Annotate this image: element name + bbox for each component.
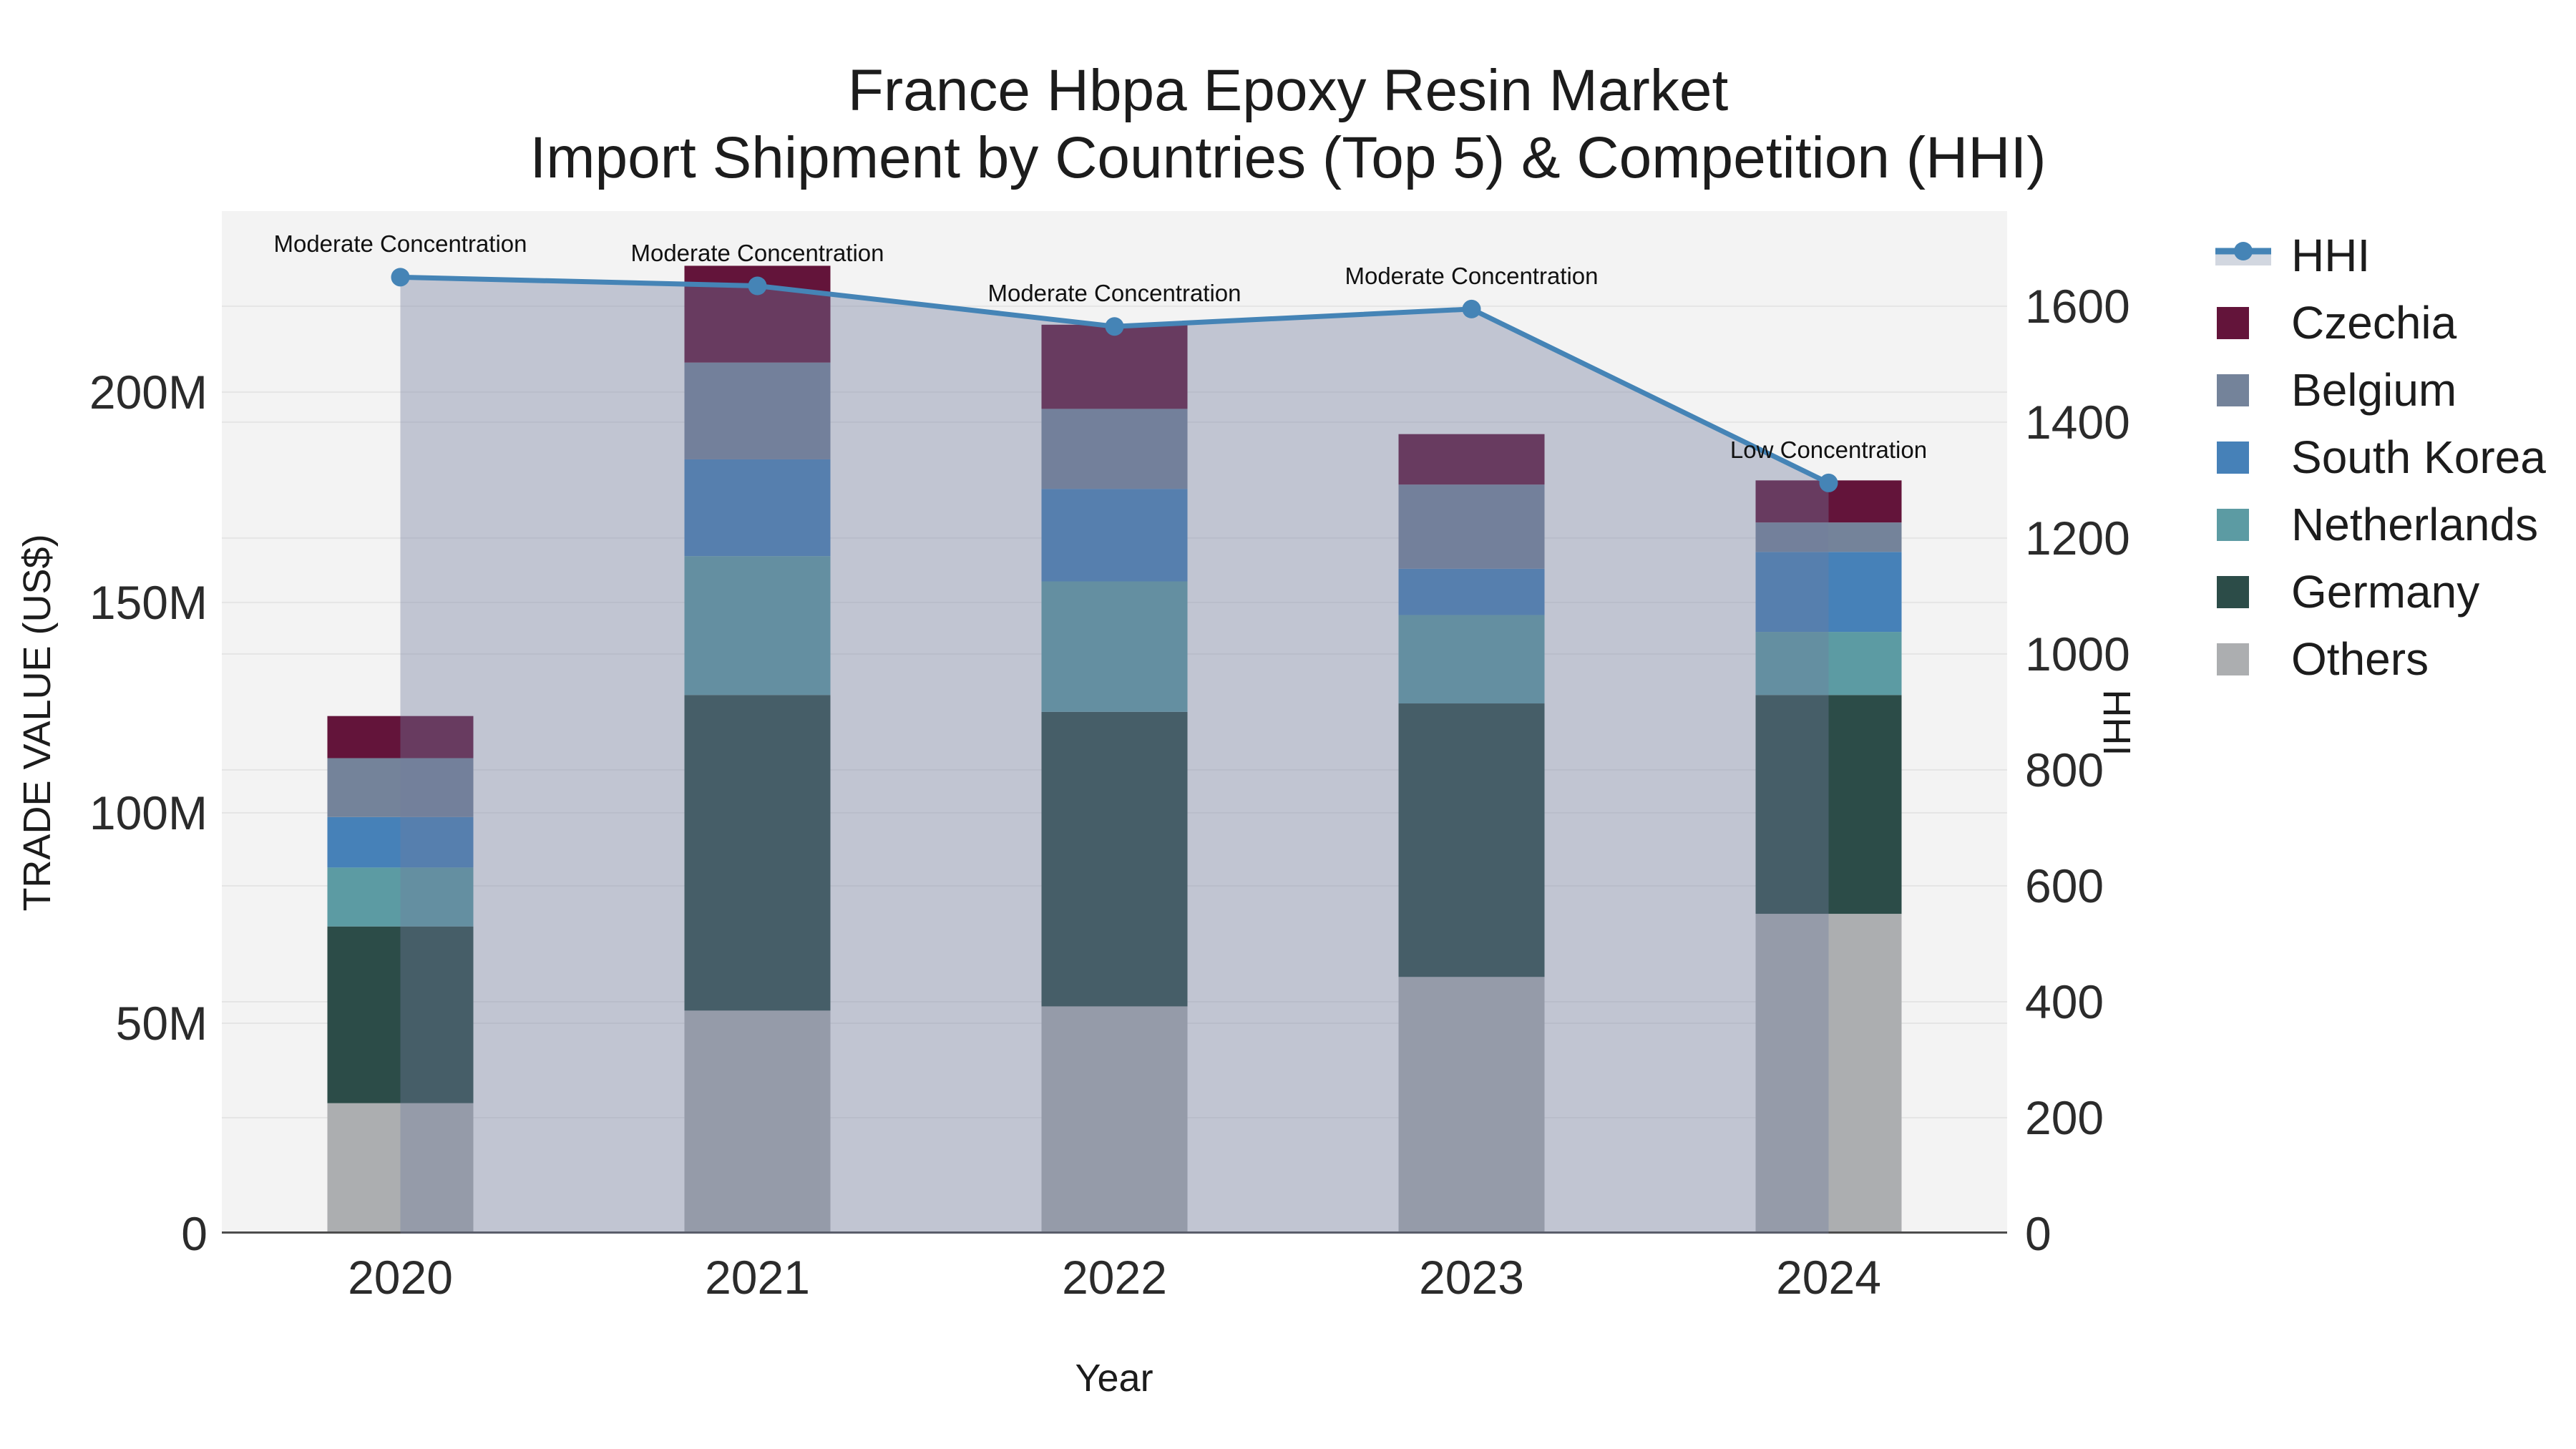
bar-segment-belgium-2022[interactable]	[1041, 409, 1188, 489]
bar-segment-belgium-2020[interactable]	[327, 758, 474, 817]
chart-canvas	[222, 265, 2007, 1234]
bar-segment-czechia-2022[interactable]	[1041, 324, 1188, 409]
y-left-tick-200M: 200M	[89, 365, 208, 419]
legend: HHI Czechia Belgium South Korea Netherlands G…	[2215, 222, 2546, 693]
bar-segment-others-2022[interactable]	[1041, 1006, 1188, 1234]
bar-segment-czechia-2020[interactable]	[327, 716, 474, 758]
hhi-marker-2020[interactable]	[391, 268, 410, 287]
hhi-marker-2024[interactable]	[1819, 473, 1838, 492]
annotation-2020: Moderate Concentration	[273, 230, 527, 258]
bar-segment-belgium-2024[interactable]	[1755, 522, 1902, 552]
legend-swatch-icon	[2217, 441, 2249, 474]
legend-swatch-icon	[2215, 572, 2271, 612]
bar-segment-south-korea-2024[interactable]	[1755, 552, 1902, 633]
bar-segment-netherlands-2020[interactable]	[327, 867, 474, 927]
y-left-tick-100M: 100M	[89, 786, 208, 839]
bar-segment-germany-2023[interactable]	[1398, 703, 1545, 977]
annotation-2024: Low Concentration	[1729, 436, 1928, 463]
y-right-tick-1400: 1400	[2025, 395, 2130, 449]
bar-segment-others-2021[interactable]	[684, 1010, 831, 1234]
y-right-tick-800: 800	[2025, 743, 2104, 796]
bar-segment-belgium-2023[interactable]	[1398, 484, 1545, 569]
y-right-tick-400: 400	[2025, 975, 2104, 1028]
y-right-tick-1200: 1200	[2025, 511, 2130, 565]
x-tick-2023: 2023	[1419, 1251, 1524, 1304]
legend-item-others[interactable]: Others	[2215, 625, 2546, 693]
annotation-2023: Moderate Concentration	[1345, 262, 1599, 289]
y-right-tick-600: 600	[2025, 859, 2104, 912]
legend-item-belgium[interactable]: Belgium	[2215, 356, 2546, 424]
hhi-line-legend-icon	[2215, 235, 2271, 275]
legend-label: Germany	[2291, 566, 2480, 618]
legend-item-netherlands[interactable]: Netherlands	[2215, 491, 2546, 558]
legend-swatch-icon	[2215, 303, 2271, 343]
x-tick-2020: 2020	[348, 1251, 453, 1304]
y-right-tick-200: 200	[2025, 1091, 2104, 1144]
bar-segment-netherlands-2022[interactable]	[1041, 581, 1188, 712]
chart-title-line2: Import Shipment by Countries (Top 5) & C…	[530, 125, 2046, 190]
legend-label: Czechia	[2291, 297, 2457, 348]
legend-label: Belgium	[2291, 364, 2457, 416]
y-left-tick-0: 0	[181, 1207, 208, 1260]
legend-item-czechia[interactable]: Czechia	[2215, 289, 2546, 356]
legend-swatch-icon	[2215, 437, 2271, 477]
legend-swatch-icon	[2215, 639, 2271, 679]
hhi-marker-2021[interactable]	[748, 276, 767, 296]
plot-area	[222, 211, 2007, 1234]
legend-item-germany[interactable]: Germany	[2215, 558, 2546, 625]
hhi-marker-2022[interactable]	[1105, 317, 1124, 336]
chart-title-line1: France Hbpa Epoxy Resin Market	[847, 58, 1729, 123]
legend-swatch-icon	[2215, 504, 2271, 545]
hhi-marker-2023[interactable]	[1462, 299, 1481, 318]
y-right-tick-1600: 1600	[2025, 279, 2130, 333]
chart-title: France Hbpa Epoxy Resin Market Import Sh…	[0, 57, 2576, 192]
bar-segment-germany-2024[interactable]	[1755, 695, 1902, 914]
y-left-tick-50M: 50M	[115, 996, 208, 1050]
legend-swatch-icon	[2217, 643, 2249, 675]
bar-segment-netherlands-2023[interactable]	[1398, 615, 1545, 704]
bar-segment-germany-2022[interactable]	[1041, 711, 1188, 1007]
bar-segment-germany-2021[interactable]	[684, 695, 831, 1011]
y-axis-title-left: TRADE VALUE (US$)	[16, 534, 59, 912]
legend-item-hhi[interactable]: HHI	[2215, 222, 2546, 289]
bar-segment-germany-2020[interactable]	[327, 926, 474, 1103]
legend-label: HHI	[2291, 230, 2371, 281]
bar-segment-south-korea-2022[interactable]	[1041, 489, 1188, 582]
x-tick-2024: 2024	[1776, 1251, 1881, 1304]
bar-segment-netherlands-2021[interactable]	[684, 556, 831, 696]
legend-swatch-icon	[2217, 374, 2249, 406]
legend-swatch-icon	[2217, 509, 2249, 541]
annotation-2021: Moderate Concentration	[630, 239, 884, 266]
y-axis-title-right: HHI	[2095, 689, 2138, 756]
bar-segment-others-2020[interactable]	[327, 1103, 474, 1234]
legend-label: Netherlands	[2291, 499, 2539, 550]
bar-segment-czechia-2023[interactable]	[1398, 434, 1545, 485]
bar-segment-south-korea-2021[interactable]	[684, 459, 831, 557]
bar-segment-south-korea-2023[interactable]	[1398, 568, 1545, 615]
legend-swatch-icon	[2217, 576, 2249, 608]
legend-label: Others	[2291, 633, 2429, 685]
legend-swatch-icon	[2215, 370, 2271, 410]
y-left-tick-150M: 150M	[89, 575, 208, 629]
x-tick-2021: 2021	[705, 1251, 810, 1304]
bar-segment-netherlands-2024[interactable]	[1755, 632, 1902, 696]
legend-item-south-korea[interactable]: South Korea	[2215, 424, 2546, 491]
x-axis-title: Year	[1075, 1357, 1153, 1400]
x-tick-2022: 2022	[1062, 1251, 1167, 1304]
hhi-area-fill	[400, 277, 1829, 1234]
y-right-tick-1000: 1000	[2025, 627, 2130, 680]
y-right-tick-0: 0	[2025, 1207, 2051, 1260]
bar-segment-belgium-2021[interactable]	[684, 362, 831, 459]
bar-segment-others-2024[interactable]	[1755, 914, 1902, 1234]
legend-label: South Korea	[2291, 431, 2546, 483]
bar-segment-others-2023[interactable]	[1398, 977, 1545, 1234]
legend-swatch-icon	[2217, 307, 2249, 339]
bar-segment-south-korea-2020[interactable]	[327, 816, 474, 868]
annotation-2022: Moderate Concentration	[987, 280, 1241, 307]
